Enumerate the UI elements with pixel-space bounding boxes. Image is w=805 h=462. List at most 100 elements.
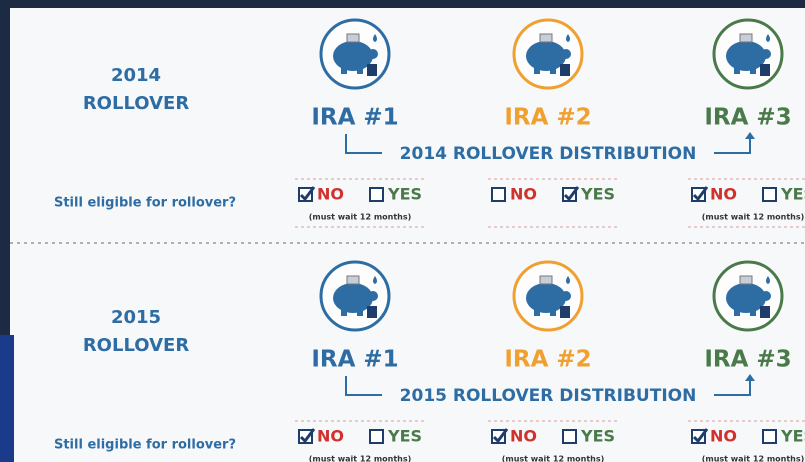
option-yes: YES — [387, 427, 422, 446]
coin-slot — [346, 275, 360, 285]
pig-leg — [357, 66, 363, 74]
drop — [373, 34, 377, 42]
drop — [566, 34, 570, 42]
pig-body — [526, 41, 566, 71]
drop — [766, 276, 770, 284]
coin-stack — [760, 306, 770, 318]
section-year: 2015 — [111, 307, 161, 328]
coin-slot — [346, 33, 360, 43]
piggy-icon — [319, 18, 391, 90]
option-note: (must wait 12 months) — [309, 455, 412, 462]
arrow-head — [745, 374, 755, 381]
coin-slot — [739, 33, 753, 43]
pig-snout — [561, 49, 571, 59]
pig-leg — [341, 308, 347, 316]
section-title: ROLLOVER — [83, 335, 190, 356]
bracket-right — [714, 376, 751, 396]
coin-stack — [367, 306, 377, 318]
checkmark — [299, 186, 316, 202]
pig-snout — [561, 291, 571, 301]
pig-body — [526, 283, 566, 313]
pig-leg — [550, 66, 556, 74]
pig-snout — [368, 291, 378, 301]
drop — [766, 34, 770, 42]
left-frame — [0, 0, 10, 462]
pig-leg — [734, 308, 740, 316]
checkmark — [563, 186, 580, 202]
option-no: NO — [710, 427, 737, 446]
coin-stack — [560, 64, 570, 76]
option-yes: YES — [580, 427, 615, 446]
bracket-right — [714, 134, 751, 154]
option-no: NO — [317, 427, 344, 446]
account-label: IRA #1 — [311, 347, 398, 373]
question: Still eligible for rollover? — [54, 438, 236, 453]
pig-body — [726, 283, 766, 313]
piggy-icon — [512, 260, 584, 332]
account-label: IRA #1 — [311, 105, 398, 131]
checkmark — [692, 186, 709, 202]
option-yes: YES — [387, 185, 422, 204]
piggy-icon — [712, 260, 784, 332]
pig-leg — [750, 308, 756, 316]
pig-leg — [534, 308, 540, 316]
bracket-left — [345, 134, 382, 154]
option-no: NO — [510, 185, 537, 204]
pig-body — [333, 283, 373, 313]
option-note: (must wait 12 months) — [702, 213, 805, 222]
pig-leg — [357, 308, 363, 316]
coin-slot — [539, 275, 553, 285]
option-note: (must wait 12 months) — [502, 455, 605, 462]
checkmark — [299, 428, 316, 444]
drop — [566, 276, 570, 284]
section-year: 2014 — [111, 65, 161, 86]
account-label: IRA #3 — [704, 347, 791, 373]
option-yes: YES — [580, 185, 615, 204]
account-label: IRA #3 — [704, 105, 791, 131]
pig-leg — [550, 308, 556, 316]
option-note: (must wait 12 months) — [309, 213, 412, 222]
checkmark — [492, 428, 509, 444]
pig-body — [333, 41, 373, 71]
left-accent — [0, 335, 14, 462]
account-label: IRA #2 — [504, 347, 591, 373]
piggy-icon — [712, 18, 784, 90]
coin-stack — [367, 64, 377, 76]
drop — [373, 276, 377, 284]
distribution-label: 2014 ROLLOVER DISTRIBUTION — [400, 144, 697, 164]
piggy-icon — [512, 18, 584, 90]
bracket-left — [345, 376, 382, 396]
coin-slot — [739, 275, 753, 285]
option-no: NO — [510, 427, 537, 446]
piggy-icon — [319, 260, 391, 332]
coin-slot — [539, 33, 553, 43]
option-no: NO — [710, 185, 737, 204]
option-no: NO — [317, 185, 344, 204]
checkbox — [762, 429, 777, 444]
arrow-head — [745, 132, 755, 139]
pig-body — [726, 41, 766, 71]
option-yes: YES — [780, 185, 805, 204]
top-frame — [0, 0, 805, 8]
coin-stack — [560, 306, 570, 318]
coin-stack — [760, 64, 770, 76]
distribution-label: 2015 ROLLOVER DISTRIBUTION — [400, 386, 697, 406]
checkmark — [692, 428, 709, 444]
pig-snout — [368, 49, 378, 59]
pig-snout — [761, 49, 771, 59]
pig-snout — [761, 291, 771, 301]
question: Still eligible for rollover? — [54, 196, 236, 211]
pig-leg — [750, 66, 756, 74]
pig-leg — [534, 66, 540, 74]
account-label: IRA #2 — [504, 105, 591, 131]
pig-leg — [341, 66, 347, 74]
option-yes: YES — [780, 427, 805, 446]
checkbox — [491, 187, 506, 202]
section-title: ROLLOVER — [83, 93, 190, 114]
checkbox — [762, 187, 777, 202]
checkbox — [562, 429, 577, 444]
option-note: (must wait 12 months) — [702, 455, 805, 462]
pig-leg — [734, 66, 740, 74]
